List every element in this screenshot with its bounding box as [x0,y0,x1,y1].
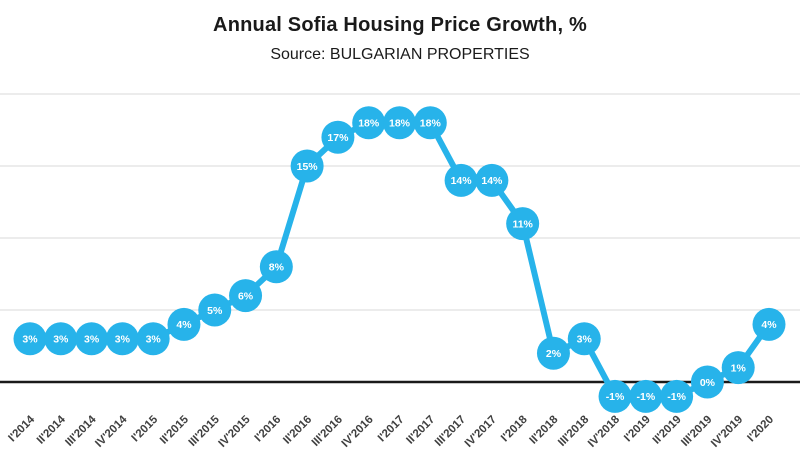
data-point-marker [413,106,447,140]
data-point-marker [567,322,601,356]
data-point-marker [352,106,386,140]
x-tick-label: I'2020 [745,414,776,445]
data-point-label: 15% [297,161,319,173]
x-tick-label: III'2018 [556,413,592,449]
x-tick-label: IV'2019 [709,414,745,450]
data-point-label: 3% [577,334,593,346]
data-point-label: 3% [53,334,69,346]
chart-title: Annual Sofia Housing Price Growth, % [213,14,587,36]
data-point-marker [44,322,78,356]
data-point-marker [383,106,416,140]
data-point-marker [690,365,724,399]
chart-subtitle: Source: BULGARIAN PROPERTIES [270,46,530,63]
data-point-label: 4% [761,319,777,331]
x-tick-label: IV'2014 [93,413,130,450]
x-tick-label: I'2019 [622,414,653,445]
data-point-marker [259,250,293,284]
x-tick-label: II'2016 [281,414,314,447]
data-point-label: 18% [420,118,442,130]
data-point-marker [75,322,109,356]
data-point-marker [136,322,170,356]
data-point-label: -1% [636,391,655,403]
data-point-label: 18% [358,118,380,130]
x-tick-label: I'2016 [253,414,284,445]
data-point-marker [167,307,201,341]
data-point-marker [629,379,663,413]
data-point-marker [475,163,509,197]
data-point-marker [721,351,755,385]
data-point-marker [444,163,478,197]
data-point-label: 1% [731,362,747,374]
data-point-label: 17% [327,132,349,144]
data-point-marker [321,120,355,154]
data-point-label: -1% [667,391,686,403]
x-tick-label: I'2017 [376,414,407,445]
x-tick-label: IV'2017 [463,414,499,450]
data-point-label: 11% [512,218,533,230]
data-point-marker [598,379,632,413]
data-point-marker [229,279,263,313]
data-point-label: 14% [481,175,503,187]
data-point-label: 8% [269,262,285,274]
data-point-label: -1% [606,391,625,403]
x-tick-label: III'2019 [679,414,714,449]
data-point-marker [13,322,47,356]
data-point-marker [198,293,232,327]
x-tick-label: III'2016 [310,414,345,449]
data-point-marker [660,379,694,413]
data-point-marker [506,207,540,241]
data-point-label: 3% [115,334,131,346]
data-point-marker [105,322,139,356]
series-line [27,119,772,400]
data-point-label: 6% [238,290,254,302]
x-tick-label: II'2019 [651,414,684,447]
x-tick-label: IV'2015 [216,413,253,450]
data-point-label: 3% [22,334,38,346]
data-point-label: 2% [546,348,562,360]
data-point-label: 5% [207,305,223,317]
x-tick-label: II'2017 [404,414,437,447]
data-point-label: 14% [451,175,473,187]
x-tick-label: I'2014 [6,413,37,444]
x-tick-label: III'2017 [433,414,468,449]
data-point-marker [290,149,324,183]
x-tick-label: III'2015 [187,413,223,449]
data-point-label: 4% [176,319,192,331]
data-point-marker [752,307,786,341]
x-tick-label: I'2015 [130,413,161,444]
data-point-label: 18% [389,118,411,130]
x-tick-label: IV'2018 [586,413,623,450]
x-tick-label: IV'2016 [340,414,376,450]
line-chart-canvas: 3% 3% 3% 3% 3% 4% 5% 6% 8% 15% 17% 18% 18% 18% 14% 14% 1… [0,93,800,450]
data-point-marker [536,336,570,370]
x-tick-label: III'2014 [63,413,99,449]
data-point-label: 0% [700,377,716,389]
x-tick-label: I'2018 [499,413,530,444]
data-point-label: 3% [146,334,162,346]
data-point-label: 3% [84,334,100,346]
